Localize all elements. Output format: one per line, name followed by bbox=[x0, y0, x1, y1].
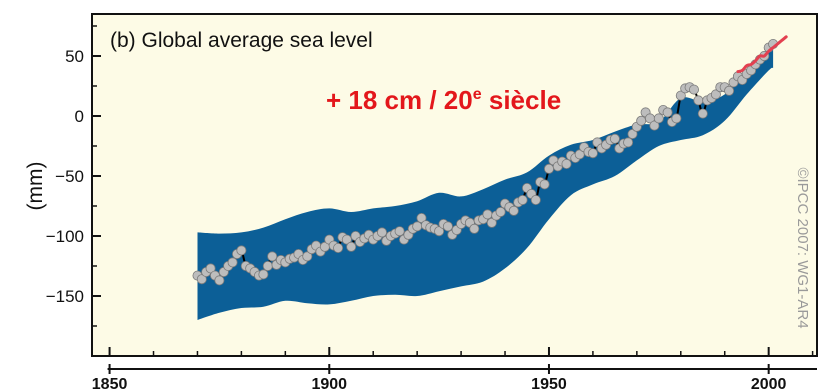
data-point bbox=[623, 137, 634, 148]
data-point bbox=[671, 113, 682, 124]
y-tick-label: 50 bbox=[65, 47, 84, 66]
data-point bbox=[486, 217, 497, 228]
chart-title: (b) Global average sea level bbox=[110, 29, 373, 52]
data-point bbox=[587, 148, 598, 159]
data-point bbox=[236, 245, 247, 256]
data-point bbox=[442, 221, 453, 232]
x-tick-label: 1900 bbox=[311, 376, 347, 392]
data-point bbox=[689, 84, 700, 95]
data-point bbox=[724, 85, 735, 96]
data-point bbox=[214, 275, 225, 286]
y-axis-label: (mm) bbox=[24, 162, 47, 211]
data-point bbox=[627, 128, 638, 139]
data-point bbox=[227, 257, 238, 268]
plot-frame bbox=[91, 13, 818, 357]
x-tick-label: 2000 bbox=[751, 376, 787, 392]
satellite-altimetry-line bbox=[736, 35, 788, 74]
data-point bbox=[530, 194, 541, 205]
data-point bbox=[710, 89, 721, 100]
x-tick-label: 1850 bbox=[92, 376, 128, 392]
y-tick-label: −50 bbox=[55, 167, 84, 186]
data-point bbox=[697, 108, 708, 119]
data-point bbox=[267, 251, 278, 262]
data-point bbox=[675, 90, 686, 101]
data-point bbox=[649, 120, 660, 131]
y-tick-label: −150 bbox=[46, 287, 84, 306]
data-point bbox=[469, 223, 480, 234]
data-point bbox=[376, 227, 387, 238]
data-point bbox=[394, 226, 405, 237]
data-point bbox=[482, 209, 493, 220]
data-point bbox=[302, 251, 313, 262]
data-point bbox=[653, 113, 664, 124]
y-tick-label: −100 bbox=[46, 227, 84, 246]
data-point bbox=[333, 242, 344, 253]
data-point bbox=[508, 205, 519, 216]
sea-level-rise-annotation: + 18 cm / 20e siècle bbox=[326, 85, 561, 115]
data-point bbox=[412, 221, 423, 232]
data-point bbox=[662, 107, 673, 118]
ipcc-credit: ©IPCC 2007: WG1-AR4 bbox=[794, 167, 811, 328]
data-point bbox=[609, 133, 620, 144]
data-point bbox=[205, 263, 216, 274]
data-point bbox=[693, 95, 704, 106]
data-point bbox=[636, 115, 647, 126]
data-point bbox=[341, 234, 352, 245]
data-point bbox=[346, 241, 357, 252]
data-point bbox=[416, 212, 427, 223]
data-point bbox=[544, 163, 555, 174]
data-point bbox=[196, 274, 207, 285]
data-point bbox=[258, 269, 269, 280]
data-point bbox=[262, 260, 273, 271]
data-point bbox=[495, 206, 506, 217]
data-point bbox=[561, 158, 572, 169]
data-point bbox=[434, 226, 445, 237]
data-point bbox=[539, 179, 550, 190]
y-tick-label: 0 bbox=[75, 107, 84, 126]
x-tick-label: 1950 bbox=[531, 376, 567, 392]
data-point bbox=[517, 194, 528, 205]
